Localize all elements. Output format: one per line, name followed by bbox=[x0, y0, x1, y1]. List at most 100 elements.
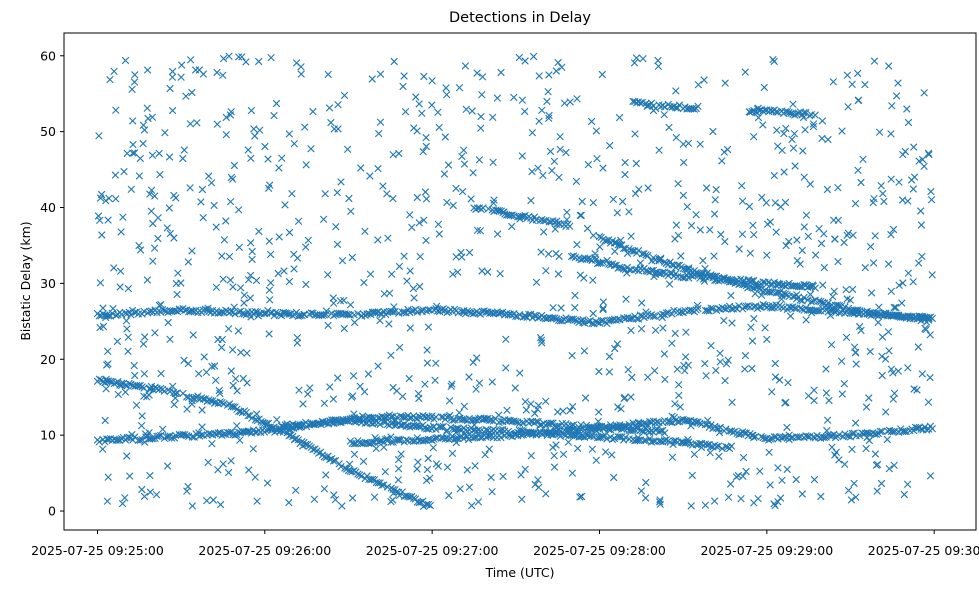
data-point bbox=[737, 495, 745, 503]
data-point bbox=[925, 150, 933, 159]
data-point bbox=[694, 81, 703, 89]
data-point bbox=[800, 293, 808, 302]
data-point bbox=[391, 416, 399, 424]
data-point bbox=[672, 221, 681, 229]
data-point bbox=[376, 309, 384, 318]
data-point bbox=[239, 374, 247, 383]
data-point bbox=[527, 196, 535, 205]
data-point bbox=[865, 394, 873, 402]
data-point bbox=[222, 306, 230, 314]
data-point bbox=[193, 119, 201, 127]
data-point bbox=[662, 259, 671, 268]
data-point bbox=[638, 427, 646, 435]
data-point bbox=[348, 253, 356, 262]
data-point bbox=[656, 255, 665, 264]
data-point bbox=[559, 407, 567, 415]
data-point bbox=[709, 127, 717, 136]
data-point bbox=[808, 309, 816, 317]
data-point bbox=[809, 120, 818, 128]
data-point bbox=[638, 299, 646, 307]
data-point bbox=[550, 157, 559, 165]
data-point bbox=[537, 248, 545, 256]
data-point bbox=[478, 73, 487, 81]
data-point bbox=[361, 227, 369, 235]
data-point bbox=[861, 263, 869, 272]
data-point bbox=[637, 325, 646, 333]
data-point bbox=[329, 416, 338, 424]
data-point bbox=[809, 122, 818, 131]
data-point bbox=[692, 211, 700, 219]
data-point bbox=[441, 133, 449, 141]
data-point bbox=[712, 185, 720, 194]
data-point bbox=[248, 255, 256, 264]
data-point bbox=[815, 307, 823, 315]
data-point bbox=[875, 303, 883, 311]
data-point bbox=[422, 142, 430, 151]
y-tick-label: 50 bbox=[40, 124, 56, 139]
data-point bbox=[123, 149, 131, 158]
data-point bbox=[415, 219, 423, 227]
data-point bbox=[364, 370, 373, 378]
data-point bbox=[630, 59, 639, 67]
data-point bbox=[310, 495, 319, 503]
data-point bbox=[924, 149, 933, 157]
data-point bbox=[95, 375, 103, 383]
data-point bbox=[822, 389, 831, 397]
data-point bbox=[690, 450, 699, 458]
data-point bbox=[138, 412, 146, 420]
data-point bbox=[918, 252, 926, 261]
data-point bbox=[854, 166, 862, 174]
data-point bbox=[463, 466, 471, 474]
data-point bbox=[199, 214, 207, 222]
data-point bbox=[198, 423, 206, 431]
data-point bbox=[350, 450, 359, 458]
data-point bbox=[489, 158, 497, 166]
data-point bbox=[599, 304, 607, 312]
data-point bbox=[499, 472, 507, 481]
data-point bbox=[244, 276, 253, 284]
data-point bbox=[928, 271, 936, 279]
data-point bbox=[869, 259, 878, 267]
data-point bbox=[918, 312, 926, 321]
data-point bbox=[324, 70, 332, 79]
data-point bbox=[183, 393, 191, 401]
data-point bbox=[202, 368, 211, 376]
data-point bbox=[249, 445, 257, 453]
data-point bbox=[468, 501, 476, 510]
data-point bbox=[265, 330, 273, 338]
data-point bbox=[785, 237, 793, 246]
data-point bbox=[756, 282, 764, 290]
data-point bbox=[222, 113, 230, 122]
data-point bbox=[799, 113, 808, 122]
data-point bbox=[235, 53, 243, 61]
data-point bbox=[414, 390, 423, 398]
data-point bbox=[270, 111, 278, 120]
data-point bbox=[771, 359, 779, 368]
data-point bbox=[727, 291, 735, 300]
data-point bbox=[608, 451, 616, 459]
data-point bbox=[869, 198, 877, 207]
data-point bbox=[340, 324, 348, 333]
data-point bbox=[452, 184, 460, 193]
data-point bbox=[660, 350, 669, 358]
data-point bbox=[285, 130, 293, 138]
data-point bbox=[894, 79, 902, 87]
data-point bbox=[129, 140, 137, 149]
data-point bbox=[614, 315, 622, 323]
data-point bbox=[215, 386, 223, 395]
data-point bbox=[212, 223, 220, 231]
data-point bbox=[104, 347, 112, 355]
data-point bbox=[516, 215, 524, 223]
data-point bbox=[229, 403, 237, 411]
data-point bbox=[235, 206, 243, 214]
data-point bbox=[327, 118, 335, 127]
data-point bbox=[471, 433, 479, 442]
data-point bbox=[579, 316, 587, 324]
data-point bbox=[472, 385, 480, 393]
data-point bbox=[542, 490, 550, 498]
data-point bbox=[329, 294, 337, 302]
data-point bbox=[110, 264, 118, 272]
data-point bbox=[101, 416, 109, 425]
data-point bbox=[807, 298, 816, 306]
